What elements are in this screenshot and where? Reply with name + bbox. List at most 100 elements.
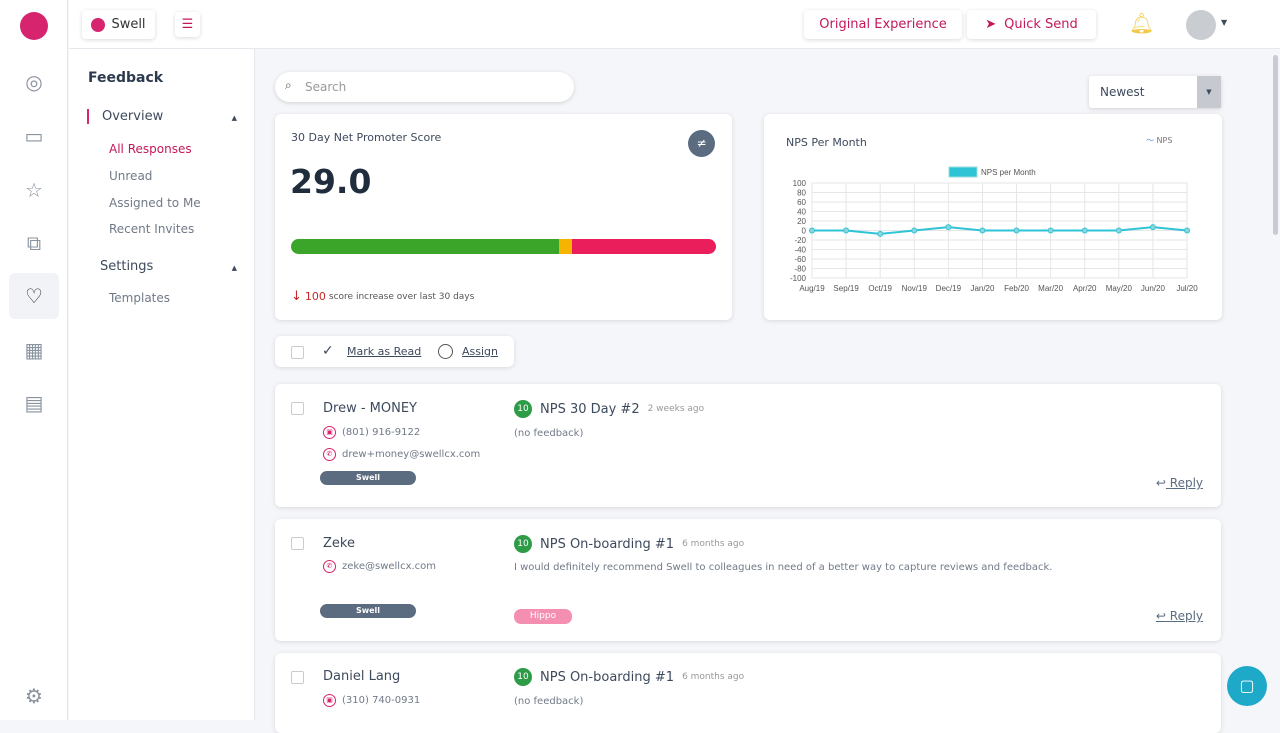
search-icon: ⌕ bbox=[285, 78, 292, 92]
row-checkbox[interactable] bbox=[291, 671, 304, 684]
check-circle-icon: ✓ bbox=[322, 343, 334, 359]
email-text: zeke@swellcx.com bbox=[342, 561, 437, 572]
x-tick-label: May/20 bbox=[1106, 284, 1133, 293]
data-point bbox=[1149, 224, 1156, 231]
chat-widget-button[interactable]: ▢ bbox=[1227, 666, 1267, 706]
row-checkbox[interactable] bbox=[291, 537, 304, 550]
phone-text: (310) 740-0931 bbox=[342, 695, 421, 706]
data-point bbox=[877, 230, 884, 237]
contact-name: Drew - MONEY bbox=[323, 401, 417, 416]
survey-name: NPS 30 Day #2 bbox=[540, 401, 640, 417]
messages-icon[interactable]: ⧉ bbox=[26, 231, 42, 255]
reply-label: Reply bbox=[1169, 476, 1203, 490]
select-all-checkbox[interactable] bbox=[291, 346, 304, 359]
scrollbar[interactable] bbox=[1273, 55, 1278, 235]
contact-email: ✆ drew+money@swellcx.com bbox=[323, 448, 480, 461]
compare-icon[interactable]: ≠ bbox=[688, 130, 715, 157]
sidebar-item-templates[interactable]: Templates bbox=[109, 291, 171, 305]
x-tick-label: Jul/20 bbox=[1176, 284, 1198, 293]
chat-icon[interactable]: ▭ bbox=[24, 124, 44, 148]
sidebar-item-all-responses[interactable]: All Responses bbox=[109, 142, 192, 156]
y-tick-label: -80 bbox=[794, 265, 806, 274]
sort-select[interactable]: Newest ▼ bbox=[1089, 76, 1221, 108]
chart-title: NPS Per Month bbox=[786, 136, 867, 149]
compass-icon[interactable]: ◎ bbox=[25, 70, 43, 94]
data-point bbox=[1047, 227, 1054, 234]
filters-icon[interactable]: ☰ bbox=[175, 12, 200, 37]
sidebar-item-unread[interactable]: Unread bbox=[109, 169, 153, 183]
chevron-up-icon: ▲ bbox=[231, 114, 237, 122]
search-input[interactable]: ⌕ Search bbox=[275, 72, 574, 102]
change-text: score increase over last 30 days bbox=[328, 291, 475, 302]
sidebar-settings[interactable]: Settings ▲ bbox=[87, 259, 237, 274]
reply-button[interactable]: ↩ Reply bbox=[1156, 476, 1203, 490]
y-tick-label: 20 bbox=[797, 217, 806, 226]
email-text: drew+money@swellcx.com bbox=[342, 449, 481, 460]
x-tick-label: Dec/19 bbox=[936, 284, 962, 293]
sidebar-item-recent-invites[interactable]: Recent Invites bbox=[109, 222, 195, 236]
data-point bbox=[1013, 227, 1020, 234]
response-card[interactable]: Daniel Lang ▣ (310) 740-0931 10 NPS On-boa… bbox=[275, 653, 1221, 733]
y-tick-label: 0 bbox=[802, 227, 807, 236]
mark-as-read-button[interactable]: Mark as Read bbox=[347, 345, 422, 358]
nps-line-chart: NPS per Month 100806040200-20-40-60-80-10… bbox=[790, 166, 1198, 293]
x-tick-label: Feb/20 bbox=[1004, 284, 1029, 293]
data-point bbox=[1115, 227, 1122, 234]
feedback-text: I would definitely recommend Swell to co… bbox=[514, 562, 1053, 573]
x-tick-label: Mar/20 bbox=[1038, 284, 1063, 293]
workspace-button[interactable]: Swell bbox=[82, 10, 155, 39]
assign-button[interactable]: Assign bbox=[462, 345, 498, 358]
x-tick-label: Oct/19 bbox=[868, 284, 892, 293]
response-label-tag: Hippo bbox=[514, 609, 572, 624]
x-tick-label: Aug/19 bbox=[799, 284, 825, 293]
quick-send-label: Quick Send bbox=[1004, 17, 1078, 32]
settings-gear-icon[interactable]: ⚙ bbox=[25, 684, 43, 708]
time-ago: 6 months ago bbox=[682, 672, 745, 682]
data-point bbox=[911, 227, 918, 234]
response-card[interactable]: Zeke ✆ zeke@swellcx.com Swell 10 NPS On-bo… bbox=[275, 519, 1221, 641]
calendar-icon[interactable]: ▦ bbox=[24, 338, 44, 362]
y-tick-label: -100 bbox=[790, 274, 807, 283]
reply-label: Reply bbox=[1169, 609, 1203, 623]
nps-per-month-card: NPS Per Month 〜 NPS NPS per Month 100 80 60… bbox=[764, 114, 1222, 320]
row-checkbox[interactable] bbox=[291, 402, 304, 415]
reply-button[interactable]: ↩ Reply bbox=[1156, 609, 1203, 623]
x-tick-label: Sep/19 bbox=[833, 284, 859, 293]
contact-email: ✆ zeke@swellcx.com bbox=[323, 560, 436, 573]
data-point bbox=[945, 224, 952, 231]
swell-logo[interactable] bbox=[20, 12, 48, 40]
arrow-down-icon: ↓ bbox=[291, 289, 302, 304]
y-tick-label: 100 bbox=[793, 179, 807, 188]
survey-info: 10 NPS 30 Day #2 2 weeks ago bbox=[514, 400, 704, 418]
quick-send-button[interactable]: ➤ Quick Send bbox=[967, 10, 1096, 39]
legend-label: NPS per Month bbox=[981, 168, 1036, 177]
contact-tag: Swell bbox=[320, 471, 416, 485]
contact-phone: ▣ (801) 916-9122 bbox=[323, 426, 420, 439]
heart-icon[interactable]: ♡ bbox=[9, 273, 59, 319]
y-tick-label: 40 bbox=[797, 208, 806, 217]
phone-text: (801) 916-9122 bbox=[342, 427, 421, 438]
swell-logo-icon bbox=[91, 17, 106, 32]
bell-icon[interactable]: 🔔︎ bbox=[1129, 11, 1155, 35]
chevron-up-icon: ▲ bbox=[231, 264, 237, 272]
chevron-down-icon[interactable]: ▼ bbox=[1221, 18, 1228, 27]
nps-score-card: 30 Day Net Promoter Score ≠ 29.0 ↓ 100 sco… bbox=[275, 114, 732, 320]
star-icon[interactable]: ☆ bbox=[25, 178, 43, 202]
sidebar-title: Feedback bbox=[88, 70, 164, 86]
response-card[interactable]: Drew - MONEY ▣ (801) 916-9122 ✆ drew+money… bbox=[275, 384, 1221, 507]
survey-name: NPS On-boarding #1 bbox=[540, 669, 675, 685]
data-point bbox=[809, 227, 815, 234]
change-value: 100 bbox=[304, 290, 326, 303]
sort-value: Newest bbox=[1100, 85, 1145, 99]
phone-icon: ▣ bbox=[323, 694, 336, 707]
time-ago: 2 weeks ago bbox=[647, 404, 705, 414]
sidebar-overview[interactable]: Overview ▲ bbox=[87, 109, 237, 124]
assign-circle-icon bbox=[438, 344, 453, 359]
data-point bbox=[843, 227, 850, 234]
top-bar: Swell ☰ Original Experience ➤ Quick Send … bbox=[69, 0, 1280, 49]
money-icon[interactable]: ▤ bbox=[24, 391, 44, 415]
sidebar-item-assigned[interactable]: Assigned to Me bbox=[109, 196, 201, 210]
avatar[interactable] bbox=[1186, 10, 1216, 40]
original-experience-button[interactable]: Original Experience bbox=[804, 10, 962, 39]
email-icon: ✆ bbox=[323, 448, 336, 461]
